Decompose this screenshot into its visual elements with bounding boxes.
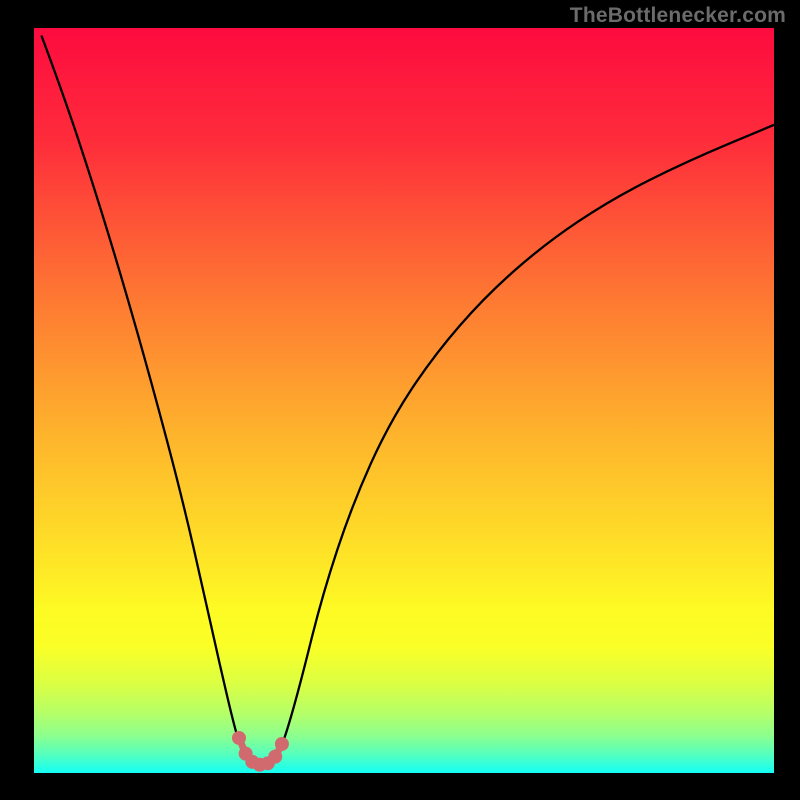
watermark-text: TheBottlenecker.com <box>570 4 786 28</box>
bottleneck-curve <box>41 35 774 765</box>
chart-svg <box>34 28 774 773</box>
marker-dot <box>269 750 282 763</box>
marker-dot <box>275 737 288 750</box>
marker-dot <box>232 731 245 744</box>
plot-area <box>34 28 774 773</box>
